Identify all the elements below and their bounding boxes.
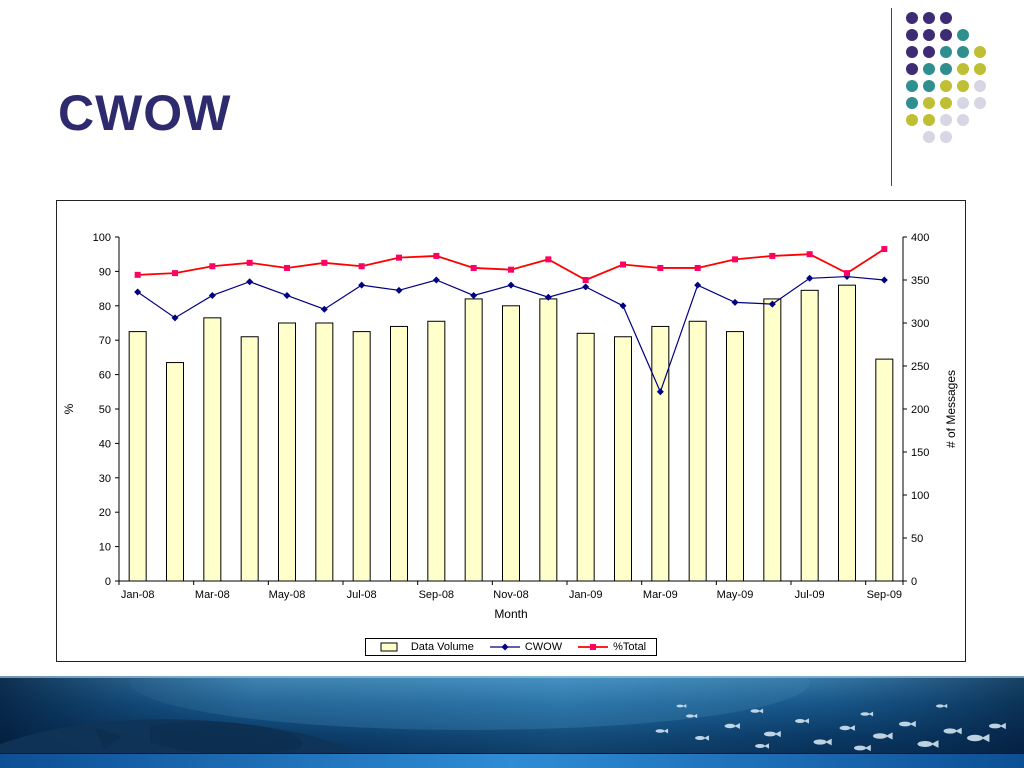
dot-icon [940,131,952,143]
dot-icon [923,63,935,75]
svg-text:Jan-09: Jan-09 [569,589,603,601]
dot-icon [906,114,918,126]
svg-text:80: 80 [99,301,111,313]
legend-item-data-volume: Data Volume [376,641,474,653]
chart-legend: Data Volume CWOW %Total [364,638,658,656]
slide-title: CWOW [58,85,232,141]
diamond-line-swatch-icon [489,643,520,651]
dot-icon [906,63,918,75]
dot-icon [923,80,935,92]
bar-swatch-icon [380,642,398,652]
dot-icon [923,12,935,24]
svg-text:40: 40 [99,438,111,450]
dot-icon [940,114,952,126]
dot-icon [923,131,935,143]
svg-text:90: 90 [99,266,111,278]
dot-icon [923,46,935,58]
legend-label-cwow: CWOW [524,641,563,653]
dot-icon [957,63,969,75]
svg-text:Nov-08: Nov-08 [493,589,528,601]
svg-text:20: 20 [99,507,111,519]
dot-icon [906,80,918,92]
svg-text:100: 100 [93,232,111,244]
dot-icon [940,63,952,75]
dot-icon [906,97,918,109]
svg-text:Mar-08: Mar-08 [195,589,230,601]
svg-text:10: 10 [99,542,111,554]
dot-icon [940,12,952,24]
legend-label-data-volume: Data Volume [410,641,474,653]
dot-icon [957,114,969,126]
dot-icon [923,114,935,126]
svg-text:Jan-08: Jan-08 [121,589,155,601]
svg-text:50: 50 [99,404,111,416]
svg-text:60: 60 [99,370,111,382]
svg-text:Month: Month [494,607,527,621]
dot-icon [957,29,969,41]
svg-text:0: 0 [105,576,111,588]
dot-icon [923,29,935,41]
combo-chart: 0 10 20 30 40 50 60 70 80 90 100 0 50 100 150 200 250 300… [62,232,958,621]
dot-icon [906,29,918,41]
svg-text:200: 200 [911,404,929,416]
svg-text:50: 50 [911,533,923,545]
svg-text:May-09: May-09 [717,589,754,601]
dot-icon [974,80,986,92]
dot-icon [940,97,952,109]
dot-icon [940,80,952,92]
footer-blue-band [0,754,1024,768]
dot-icon [974,97,986,109]
svg-text:150: 150 [911,447,929,459]
svg-text:Jul-09: Jul-09 [795,589,825,601]
ocean-footer-image [0,634,1024,768]
svg-text:100: 100 [911,490,929,502]
svg-text:Sep-08: Sep-08 [419,589,454,601]
dot-icon [957,97,969,109]
square-line-swatch-icon [578,644,609,650]
svg-text:70: 70 [99,335,111,347]
dot-icon [974,63,986,75]
dot-icon [940,46,952,58]
svg-text:Sep-09: Sep-09 [867,589,902,601]
ocean-photo [0,634,1024,768]
svg-text:300: 300 [911,318,929,330]
svg-text:May-08: May-08 [269,589,306,601]
dot-icon [940,29,952,41]
chart-container: 0 10 20 30 40 50 60 70 80 90 100 0 50 100 150 200 250 300… [56,200,966,662]
dot-icon [957,80,969,92]
legend-item-cwow: CWOW [489,641,563,653]
decorative-vertical-line [891,8,892,186]
svg-text:30: 30 [99,473,111,485]
dot-icon [906,46,918,58]
legend-label-total: %Total [613,641,647,653]
svg-text:%: % [62,403,76,414]
svg-text:350: 350 [911,275,929,287]
legend-item-total: %Total [578,641,646,653]
svg-text:250: 250 [911,361,929,373]
svg-text:400: 400 [911,232,929,244]
svg-text:# of Messages: # of Messages [944,370,958,448]
dot-icon [974,46,986,58]
svg-text:Mar-09: Mar-09 [643,589,678,601]
dot-icon [923,97,935,109]
dot-icon [957,46,969,58]
dot-grid-decoration [906,12,991,148]
svg-text:Jul-08: Jul-08 [347,589,377,601]
svg-text:0: 0 [911,576,917,588]
dot-icon [906,12,918,24]
